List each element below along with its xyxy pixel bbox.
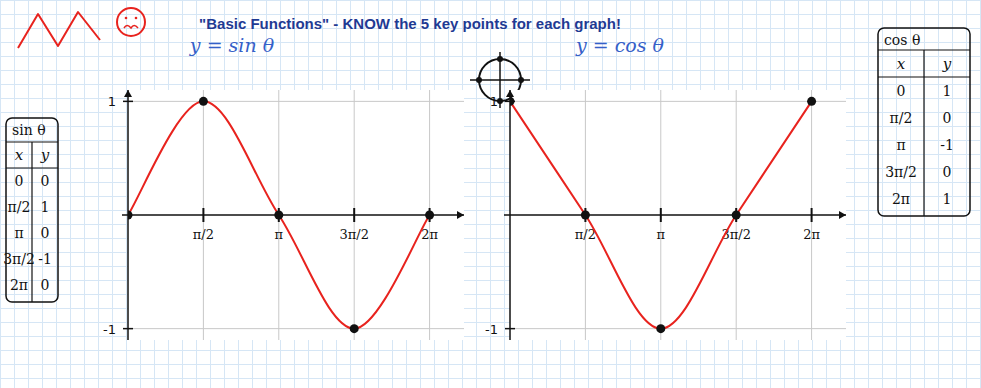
grid-line (510, 328, 846, 329)
data-group (510, 97, 816, 333)
x-axis (122, 214, 464, 216)
table-header: y (942, 55, 952, 73)
table-cell: 1 (41, 199, 50, 215)
x-tick (660, 208, 662, 222)
table-header: x (897, 55, 906, 73)
table-cell: 1 (943, 191, 952, 207)
x-axis-arrow (457, 211, 464, 219)
table-cell: π (14, 225, 23, 241)
y-tick-label: -1 (485, 322, 498, 337)
table-rule (31, 142, 32, 302)
grid-line (811, 90, 812, 340)
table-title: cos θ (884, 32, 920, 48)
x-axis (504, 214, 846, 216)
table-frame (878, 28, 970, 216)
grid-line (128, 328, 464, 329)
y-tick-label: 1 (490, 94, 498, 109)
table-cell: 0 (897, 83, 906, 99)
y-axis (509, 90, 511, 340)
grid-line (203, 90, 204, 340)
x-tick-label: π (275, 227, 284, 242)
x-tick-label: 3π/2 (339, 227, 368, 242)
table-cell: 3π/2 (885, 164, 917, 180)
key-point (656, 324, 665, 333)
table-rule (923, 50, 924, 216)
table-cell: -1 (940, 137, 954, 153)
grid-line (128, 101, 464, 102)
x-tick (353, 208, 355, 222)
key-point (274, 211, 283, 220)
table-header: x (15, 146, 24, 164)
curve (128, 101, 430, 328)
y-tick-label: -1 (103, 322, 116, 337)
table-header: y (40, 146, 50, 164)
table-frame (6, 118, 58, 302)
table-title: sin θ (12, 122, 46, 138)
y-tick (123, 101, 133, 103)
y-tick (505, 328, 515, 330)
unit-circle-point (497, 56, 503, 62)
chart: π/2 π 3π/2 2π -1 1 (103, 90, 464, 340)
x-tick-label: 2π (803, 227, 820, 242)
smiley-eye (125, 17, 128, 20)
y-tick (123, 328, 133, 330)
table-cell: 0 (15, 173, 24, 189)
key-point (128, 211, 133, 220)
key-point (510, 97, 515, 106)
key-point (425, 211, 434, 220)
x-tick-label: 2π (421, 227, 438, 242)
key-points-table: sin θxy00π/21π03π/2-12π0 (3, 118, 58, 302)
smiley-eye (135, 17, 138, 20)
table-cell: 2π (10, 277, 28, 293)
key-points-table: cos θ x y 0 1 π/2 0 π -1 3π/2 0 2π 1 (878, 28, 970, 216)
x-tick (202, 208, 204, 222)
key-point (350, 324, 359, 333)
smiley-mouth (124, 26, 138, 29)
key-point (732, 211, 741, 220)
x-tick (811, 208, 813, 222)
table-cell: 0 (943, 164, 952, 180)
chart-title: y = sin θ (189, 34, 275, 56)
table-cell: π/2 (890, 110, 913, 126)
key-point (199, 97, 208, 106)
x-tick-label: π (657, 227, 666, 242)
table-cell: -1 (38, 251, 52, 267)
heading: "Basic Functions" - KNOW the 5 key point… (199, 15, 621, 32)
grid-line (354, 90, 355, 340)
table-cell: 0 (41, 173, 50, 189)
table-cell: π/2 (8, 199, 31, 215)
table-cell: 0 (41, 225, 50, 241)
y-axis-arrow (506, 90, 514, 97)
data-group (128, 97, 434, 333)
chart: π/2π3π/22π-11 (485, 90, 846, 340)
table-cell: π (896, 137, 905, 153)
x-axis-arrow (839, 211, 846, 219)
grid-line (660, 90, 661, 340)
y-axis-arrow (124, 90, 132, 97)
page: "Basic Functions" - KNOW the 5 key point… (0, 0, 981, 388)
table-cell: 0 (943, 110, 952, 126)
key-point (807, 97, 816, 106)
unit-circle-point (518, 77, 524, 83)
chart-title: y = cos θ (575, 34, 665, 56)
curve (510, 101, 812, 328)
x-tick-label: π/2 (193, 227, 214, 242)
y-tick-label: 1 (108, 94, 116, 109)
key-point (581, 211, 590, 220)
table-cell: 0 (41, 277, 50, 293)
table-cell: 2π (892, 191, 910, 207)
smiley (117, 8, 145, 36)
grid-line (510, 101, 846, 102)
table-cell: 1 (943, 83, 952, 99)
unit-circle-point (476, 77, 482, 83)
scribble (18, 12, 100, 48)
table-cell: 3π/2 (3, 251, 35, 267)
